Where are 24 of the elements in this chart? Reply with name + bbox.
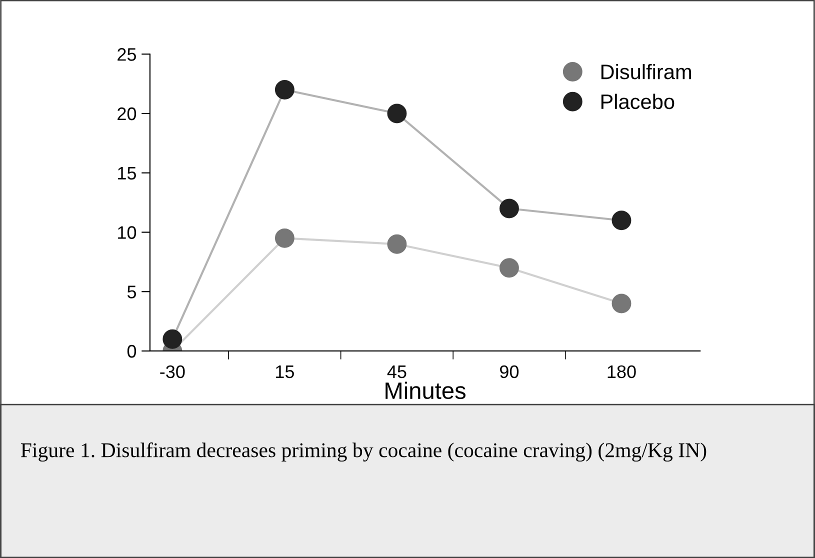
x-tick-label: -30 — [160, 365, 185, 378]
point — [387, 104, 407, 124]
point — [612, 294, 632, 314]
y-tick-label: 5 — [127, 286, 136, 298]
y-tick-label: 15 — [118, 166, 136, 180]
x-tick-label: 90 — [500, 365, 519, 378]
x-tick-label: 180 — [608, 365, 636, 378]
caption: Figure 1. Disulfiram decreases priming by cocaine (cocaine craving) (2mg/Kg IN) — [20, 442, 706, 462]
legend-label: Disulfiram — [601, 64, 691, 80]
point — [500, 198, 519, 218]
legend-label: Placebo — [601, 94, 674, 110]
point — [500, 258, 519, 278]
point — [274, 228, 294, 248]
y-tick-label: 0 — [127, 344, 136, 358]
point — [387, 234, 407, 254]
y-tick-label: 10 — [118, 226, 136, 239]
x-tick-label: 45 — [387, 366, 406, 378]
point — [274, 80, 294, 100]
x-tick-label: 15 — [276, 366, 294, 378]
x-axis-title: Minutes — [386, 382, 466, 400]
point — [162, 329, 182, 349]
y-tick-label: 25 — [118, 48, 136, 61]
y-tick-label: 20 — [118, 107, 136, 120]
point — [612, 210, 632, 230]
